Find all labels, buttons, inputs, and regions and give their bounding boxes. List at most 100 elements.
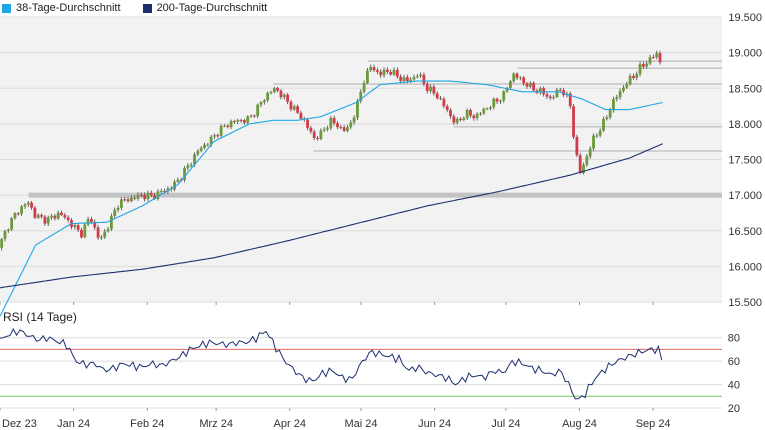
candle-body bbox=[139, 194, 143, 196]
candle-body bbox=[472, 115, 476, 119]
candle-body bbox=[116, 207, 120, 210]
candle-body bbox=[582, 164, 585, 173]
candle-body bbox=[382, 69, 386, 76]
candle-body bbox=[209, 136, 213, 145]
candle-body bbox=[336, 123, 339, 128]
candle-body bbox=[199, 147, 203, 152]
candle-body bbox=[256, 104, 260, 116]
candle-body bbox=[223, 125, 226, 127]
candle-body bbox=[196, 151, 200, 155]
candle-body bbox=[149, 192, 153, 196]
candle-body bbox=[193, 154, 196, 165]
candle-body bbox=[605, 117, 609, 120]
candle-body bbox=[602, 119, 605, 131]
candle-body bbox=[113, 209, 117, 217]
candle-body bbox=[279, 90, 283, 98]
candle-body bbox=[339, 127, 343, 129]
rsi-tick-label: 20 bbox=[728, 403, 740, 415]
candle-body bbox=[23, 204, 27, 207]
candle-body bbox=[352, 117, 356, 123]
candle-body bbox=[492, 98, 496, 108]
candle-body bbox=[658, 53, 662, 63]
legend-item-sma38[interactable]: 38-Tage-Durchschnitt bbox=[2, 2, 121, 14]
candle-body bbox=[329, 117, 333, 128]
candle-body bbox=[555, 89, 559, 97]
x-tick-label: Feb 24 bbox=[130, 418, 164, 430]
candle-body bbox=[213, 135, 216, 137]
candle-body bbox=[0, 239, 4, 248]
candle-body bbox=[299, 112, 303, 119]
sma38-line bbox=[0, 80, 663, 317]
candle-body bbox=[648, 57, 652, 64]
price-tick-label: 16.500 bbox=[728, 226, 762, 238]
candle-body bbox=[558, 89, 562, 91]
candle-body bbox=[203, 144, 206, 148]
rsi-tick-label: 80 bbox=[728, 333, 740, 345]
candle-body bbox=[183, 168, 186, 181]
candle-body bbox=[502, 91, 506, 101]
candle-body bbox=[63, 214, 67, 218]
candle-body bbox=[233, 121, 236, 123]
candle-body bbox=[612, 99, 615, 111]
price-tick-label: 19.500 bbox=[728, 12, 762, 24]
legend-item-sma200[interactable]: 200-Tage-Durchschnitt bbox=[142, 2, 267, 14]
x-tick-label: Mai 24 bbox=[344, 418, 377, 430]
candle-body bbox=[276, 88, 280, 91]
candle-body bbox=[312, 131, 316, 139]
candle-body bbox=[445, 106, 449, 110]
candle-body bbox=[106, 229, 110, 232]
candle-body bbox=[153, 195, 157, 199]
candle-body bbox=[392, 69, 396, 75]
candle-body bbox=[455, 118, 459, 123]
candle-body bbox=[216, 135, 220, 137]
candle-body bbox=[528, 82, 532, 87]
candle-body bbox=[109, 216, 113, 230]
candle-body bbox=[442, 98, 446, 107]
x-tick-label: Jun 24 bbox=[418, 418, 451, 430]
candle-body bbox=[412, 77, 416, 80]
candle-body bbox=[103, 231, 107, 238]
candle-body bbox=[578, 155, 582, 173]
candle-body bbox=[618, 90, 622, 98]
candle-body bbox=[638, 64, 642, 74]
candle-body bbox=[459, 118, 462, 120]
candle-body bbox=[432, 86, 436, 94]
candle-body bbox=[615, 97, 619, 100]
candle-body bbox=[595, 135, 599, 137]
candle-body bbox=[3, 230, 7, 240]
candle-body bbox=[319, 130, 323, 140]
candle-body bbox=[449, 109, 452, 117]
candle-body bbox=[452, 116, 456, 123]
candle-body bbox=[143, 194, 147, 200]
candle-body bbox=[296, 106, 299, 113]
candle-body bbox=[136, 194, 140, 199]
candle-body bbox=[289, 101, 293, 110]
sma38-swatch-icon bbox=[2, 3, 11, 13]
candle-body bbox=[252, 115, 256, 117]
candle-body bbox=[219, 125, 223, 136]
candle-body bbox=[259, 102, 263, 105]
candle-body bbox=[592, 135, 595, 149]
candle-body bbox=[346, 127, 349, 131]
candle-body bbox=[389, 71, 393, 75]
candle-body bbox=[489, 107, 492, 109]
candle-body bbox=[26, 202, 30, 205]
candle-body bbox=[568, 93, 572, 107]
candle-body bbox=[272, 88, 276, 93]
candle-body bbox=[475, 113, 479, 119]
candle-body bbox=[385, 69, 389, 72]
candle-body bbox=[53, 215, 57, 219]
candle-body bbox=[505, 88, 509, 92]
candle-body bbox=[10, 218, 14, 230]
candle-body bbox=[405, 77, 409, 81]
candle-body bbox=[60, 212, 63, 215]
candle-body bbox=[362, 82, 366, 92]
x-tick-label: Apr 24 bbox=[274, 418, 306, 430]
candle-body bbox=[16, 213, 20, 215]
candle-body bbox=[186, 165, 190, 169]
candle-body bbox=[469, 110, 472, 116]
sma200-line bbox=[0, 143, 663, 289]
x-tick-label: Mrz 24 bbox=[199, 418, 233, 430]
candle-body bbox=[239, 120, 243, 122]
